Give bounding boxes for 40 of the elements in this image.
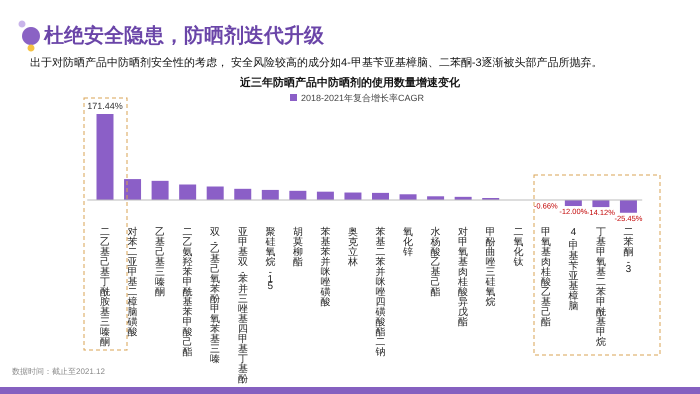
category-label: 4-甲基苄亚基樟脑 xyxy=(568,226,578,312)
bar xyxy=(262,190,279,200)
legend-label: 2018-2021年复合增长率CAGR xyxy=(301,93,425,103)
bar xyxy=(234,188,252,200)
category-label: 双-乙基己氧苯酚甲氧苯基三嗪 xyxy=(210,226,220,365)
category-label: 二乙基己基丁酰胺基三嗪酮 xyxy=(100,226,110,348)
bar xyxy=(592,200,610,208)
category-label: 亚甲基双-苯并三唑基四甲基丁基酚 xyxy=(238,226,248,385)
bar xyxy=(316,192,334,200)
category-label: 对甲氧基肉桂酸异戊酯 xyxy=(458,226,468,328)
chart-title: 杜绝安全隐患，防晒剂迭代升级 xyxy=(43,24,325,47)
x-tick-label: 二苯酮-3 xyxy=(623,226,634,275)
bar xyxy=(372,192,389,200)
data-label: 171.44% xyxy=(87,101,123,111)
bar xyxy=(344,192,362,200)
bar xyxy=(206,186,224,200)
x-tick-label: 胡莫柳酯 xyxy=(292,226,303,268)
x-tick-label: 二氧化钛 xyxy=(512,226,524,268)
bar xyxy=(564,200,582,206)
x-tick-label: 乙基己基三嗪酮 xyxy=(155,226,166,298)
bar xyxy=(179,184,196,200)
x-tick-label: 甲酚曲唑三硅氧烷 xyxy=(484,226,496,308)
bar xyxy=(152,180,169,200)
category-label: 对苯二亚甲基二樟脑磺酸 xyxy=(128,226,138,338)
x-tick-label: 聚硅氧烷-15 xyxy=(264,226,276,292)
bar xyxy=(289,190,306,200)
category-label: 苯基二苯并咪唑四磺酸酯二钠 xyxy=(376,226,386,358)
chart-subtitle: 出于对防晒产品中防晒剂安全性的考虑， 安全风险较高的成分如4-甲基苄亚基樟脑、二苯酮-3逐渐被头部产品所抛弃。 xyxy=(30,56,603,69)
text: 数据时间：截止至2021.12 xyxy=(12,367,106,376)
text: 近三年防晒产品中防晒剂的使用数量增速变化 xyxy=(239,76,461,89)
bar xyxy=(124,179,142,200)
x-tick-label: 氧化锌 xyxy=(402,226,414,258)
bar xyxy=(620,200,637,213)
x-tick-label: 奥克立林 xyxy=(346,226,358,268)
category-label: 二乙氨羟苯甲酰基苯甲酸己酯 xyxy=(182,226,193,358)
category-label: 甲氧基肉桂酸乙基己酯 xyxy=(540,226,551,328)
bar xyxy=(96,114,114,200)
category-label: 丁基甲氧基二苯甲酰基甲烷 xyxy=(596,226,606,348)
x-tick-label: 苯基苯并咪唑磺酸 xyxy=(319,226,330,308)
x-tick-label: 水杨酸乙基己酯 xyxy=(430,226,441,298)
